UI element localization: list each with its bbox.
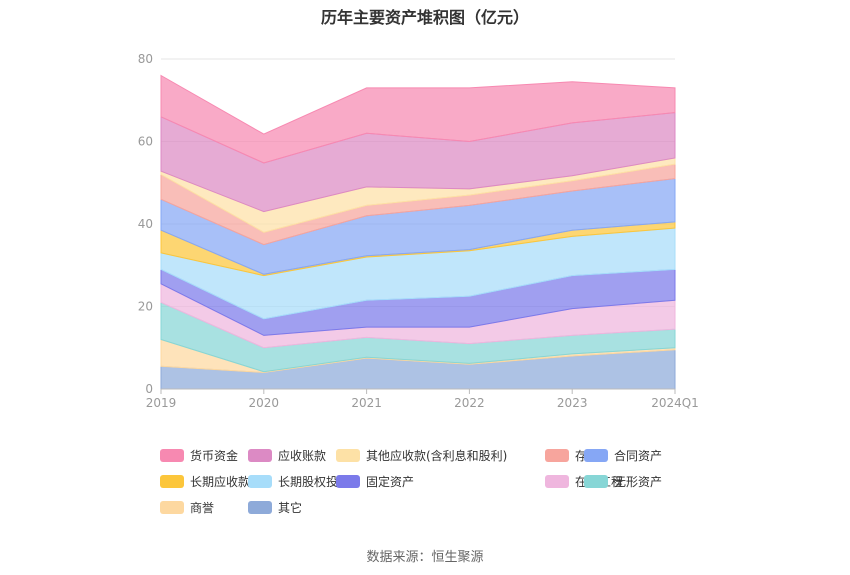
legend-swatch	[160, 474, 184, 488]
legend-label: 无形资产	[614, 474, 663, 489]
legend-label: 其它	[278, 500, 303, 515]
legend-swatch	[160, 500, 184, 514]
x-tick-label: 2019	[146, 396, 177, 410]
legend-swatch	[545, 448, 569, 462]
legend-label: 其他应收款(含利息和股利)	[366, 448, 508, 463]
y-tick-label: 60	[138, 135, 153, 149]
legend-swatch	[248, 474, 272, 488]
x-tick-label: 2024Q1	[651, 396, 699, 410]
legend-item[interactable]: 货币资金	[160, 446, 238, 464]
y-tick-label: 0	[145, 382, 153, 396]
legend-label: 长期股权投资	[278, 474, 351, 489]
legend-swatch	[584, 448, 608, 462]
legend-label: 货币资金	[190, 448, 239, 463]
data-source-note: 数据来源：恒生聚源	[366, 550, 484, 565]
x-tick-label: 2021	[351, 396, 382, 410]
legend-item[interactable]: 固定资产	[336, 472, 414, 490]
legend-item[interactable]: 商誉	[160, 498, 214, 516]
y-tick-label: 40	[138, 217, 153, 231]
legend-item[interactable]: 长期股权投资	[248, 472, 350, 490]
axes: 0 20 40 60 80 2019 2020 2021 2022 2023 2024Q1	[138, 52, 699, 410]
legend-item[interactable]: 合同资产	[584, 446, 662, 464]
legend-item[interactable]: 其它	[248, 498, 302, 516]
legend-label: 应收账款	[278, 448, 327, 463]
legend-swatch	[584, 474, 608, 488]
chart-title: 历年主要资产堆积图（亿元）	[320, 8, 529, 27]
legend-swatch	[336, 448, 360, 462]
legend-swatch	[248, 448, 272, 462]
x-tick-label: 2020	[249, 396, 280, 410]
legend-item[interactable]: 长期应收款	[160, 472, 250, 490]
legend-swatch	[248, 500, 272, 514]
legend-item[interactable]: 其他应收款(含利息和股利)	[336, 446, 507, 464]
legend-swatch	[160, 448, 184, 462]
legend-item[interactable]: 无形资产	[584, 472, 662, 490]
stacked-area-chart: 0 20 40 60 80 2019 2020 2021 2022 2023 2024Q1	[138, 52, 699, 410]
area-series	[160, 74, 676, 390]
legend-label: 固定资产	[366, 474, 415, 489]
y-tick-label: 20	[138, 300, 153, 314]
legend-swatch	[545, 474, 569, 488]
legend-label: 合同资产	[614, 448, 663, 463]
area-series-货币资金	[160, 74, 676, 164]
x-tick-label: 2023	[557, 396, 588, 410]
legend-label: 长期应收款	[190, 474, 251, 489]
legend-label: 商誉	[190, 500, 215, 515]
y-tick-label: 80	[138, 52, 153, 66]
legend-item[interactable]: 应收账款	[248, 446, 326, 464]
x-tick-label: 2022	[454, 396, 485, 410]
legend-swatch	[336, 474, 360, 488]
